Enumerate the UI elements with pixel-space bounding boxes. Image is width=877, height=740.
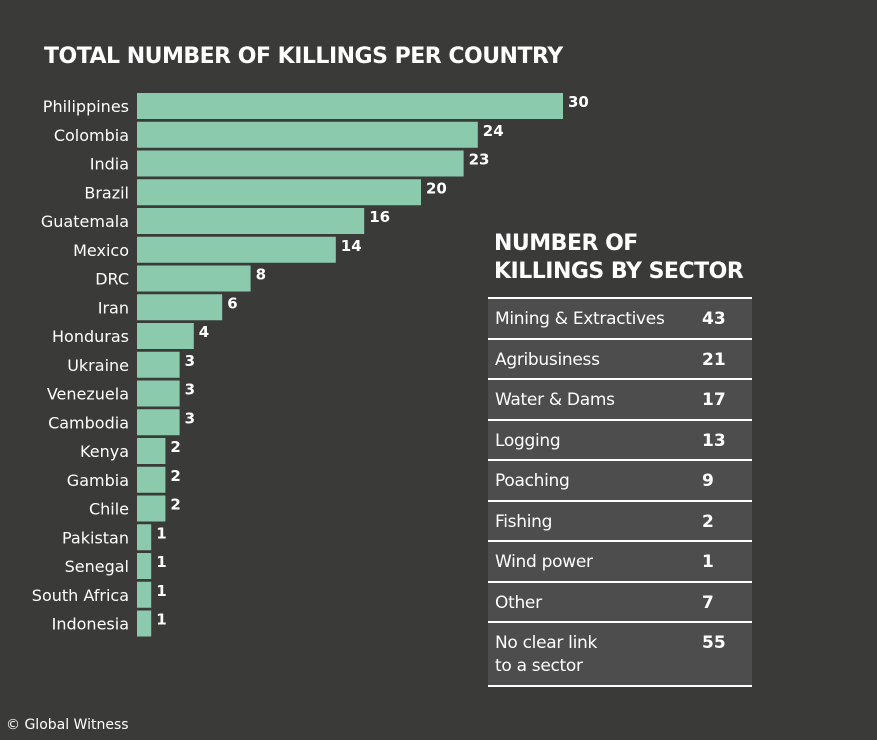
data-label: 20 — [426, 179, 447, 197]
bar-kenya — [137, 438, 166, 464]
data-label: 1 — [156, 553, 166, 571]
category-label: Philippines — [43, 97, 129, 116]
category-label: Iran — [98, 298, 129, 317]
bar-mexico — [137, 236, 336, 263]
data-label: 2 — [170, 496, 180, 514]
sector-label: Logging — [495, 430, 561, 451]
bar-philippines — [137, 93, 563, 119]
sector-value: 21 — [702, 349, 726, 370]
sector-label: Poaching — [495, 471, 570, 491]
bar-iran — [137, 294, 223, 321]
bar-honduras — [137, 323, 194, 349]
sector-table: Mining & Extractives 43 Agribusiness 21 Wate… — [488, 297, 752, 687]
category-label: India — [90, 155, 129, 174]
bar-cambodia — [137, 409, 180, 436]
sector-label: Agribusiness — [495, 349, 600, 370]
bar-senegal — [137, 553, 152, 579]
bar-chile — [137, 495, 166, 522]
table-row: No clear link to a sector 55 — [488, 623, 752, 687]
table-row: Water & Dams 17 — [488, 380, 752, 421]
data-label: 6 — [227, 294, 237, 312]
sector-label: Fishing — [495, 511, 553, 532]
category-label: South Africa — [32, 586, 129, 605]
data-label: 8 — [256, 266, 266, 284]
data-label: 3 — [185, 381, 195, 399]
category-label: Cambodia — [48, 413, 129, 432]
table-row: Poaching 9 — [488, 461, 752, 502]
category-label: Pakistan — [62, 528, 129, 547]
bar-gambia — [137, 466, 166, 493]
sector-value: 7 — [702, 592, 714, 613]
table-row: Other 7 — [488, 582, 752, 623]
data-label: 2 — [170, 467, 180, 485]
bar-ukraine — [137, 351, 180, 378]
category-label: Guatemala — [41, 212, 129, 231]
sector-label: Water & Dams — [495, 390, 615, 410]
sector-value: 13 — [702, 430, 726, 451]
bar-venezuela — [137, 380, 180, 407]
bar-drc — [137, 265, 251, 292]
category-label: Ukraine — [67, 356, 129, 375]
category-label: Mexico — [73, 241, 129, 260]
data-label: 14 — [341, 237, 362, 255]
data-label: 30 — [568, 93, 589, 111]
bar-colombia — [137, 121, 478, 148]
category-label: Indonesia — [52, 615, 129, 634]
category-label: Gambia — [67, 471, 129, 490]
category-label: Venezuela — [47, 385, 129, 404]
data-label: 3 — [185, 352, 195, 370]
data-label: 3 — [185, 409, 195, 427]
sector-value: 9 — [702, 471, 714, 491]
category-label: Brazil — [84, 183, 129, 202]
data-label: 1 — [156, 524, 166, 542]
category-label: Honduras — [52, 327, 129, 346]
chart-title: TOTAL NUMBER OF KILLINGS PER COUNTRY — [44, 44, 563, 69]
data-label: 16 — [369, 208, 390, 226]
category-label: Kenya — [80, 442, 129, 461]
category-label: DRC — [95, 270, 129, 289]
sector-value: 2 — [702, 511, 714, 532]
data-label: 24 — [483, 122, 504, 140]
sector-label: Mining & Extractives — [495, 309, 665, 329]
bar-brazil — [137, 179, 421, 206]
bar-south-africa — [137, 581, 152, 608]
sector-value: 43 — [702, 309, 726, 329]
sector-label: Wind power — [495, 552, 593, 572]
category-label: Senegal — [65, 557, 129, 576]
sector-label: Other — [495, 592, 542, 613]
credit: © Global Witness — [6, 717, 129, 733]
category-label: Colombia — [54, 126, 129, 145]
bar-pakistan — [137, 524, 152, 551]
sector-value: 17 — [702, 390, 726, 410]
bar-india — [137, 150, 464, 177]
data-label: 4 — [199, 323, 209, 341]
data-label: 23 — [469, 151, 490, 169]
sector-table-title: NUMBER OF KILLINGS BY SECTOR — [494, 231, 744, 284]
table-row: Logging 13 — [488, 420, 752, 461]
bar-guatemala — [137, 208, 365, 234]
table-row: Wind power 1 — [488, 542, 752, 583]
table-row: Fishing 2 — [488, 501, 752, 542]
sector-value: 55 — [702, 633, 726, 653]
table-row: Mining & Extractives 43 — [488, 299, 752, 340]
data-label: 2 — [170, 438, 180, 456]
category-label: Chile — [89, 500, 129, 519]
bar-indonesia — [137, 610, 152, 637]
data-label: 1 — [156, 611, 166, 629]
sector-value: 1 — [702, 552, 714, 572]
data-label: 1 — [156, 582, 166, 600]
table-row: Agribusiness 21 — [488, 339, 752, 380]
sector-label: No clear link to a sector — [495, 633, 598, 676]
